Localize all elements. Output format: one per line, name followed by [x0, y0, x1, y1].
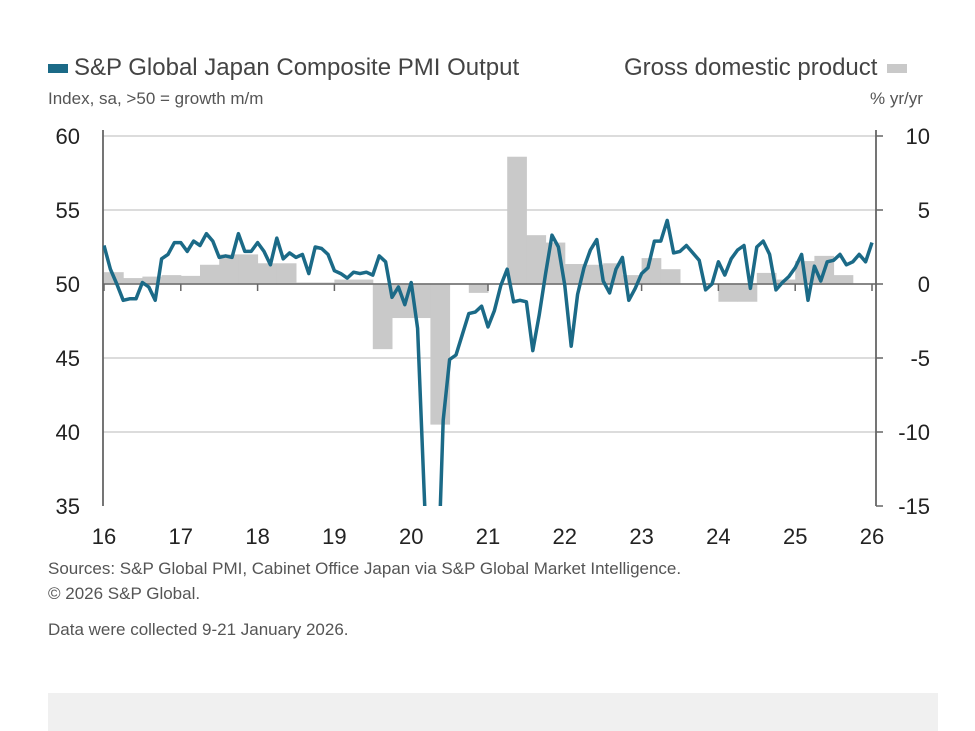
gdp-bar [622, 275, 643, 284]
right-tick-label: -10 [898, 420, 930, 445]
x-tick-label: 19 [322, 524, 346, 549]
gdp-bar [737, 284, 758, 302]
gdp-bar [718, 284, 739, 302]
right-tick-label: 0 [918, 272, 930, 297]
gdp-bar [238, 254, 259, 284]
gdp-bar [833, 275, 854, 284]
gdp-bar [641, 258, 662, 284]
right-tick-label: -5 [910, 346, 930, 371]
gdp-bar [276, 263, 297, 284]
copyright-text: © 2026 S&P Global. [48, 584, 201, 603]
x-tick-label: 22 [553, 524, 577, 549]
x-tick-label: 21 [476, 524, 500, 549]
x-tick-label: 18 [245, 524, 269, 549]
left-tick-label: 40 [56, 420, 80, 445]
gdp-bar [468, 284, 489, 293]
gdp-bar [507, 156, 527, 284]
right-tick-label: 5 [918, 198, 930, 223]
legend-gdp-swatch [887, 64, 908, 74]
sources-text: Sources: S&P Global PMI, Cabinet Office … [48, 559, 682, 578]
gdp-bar [353, 279, 374, 284]
left-tick-label: 60 [56, 124, 80, 149]
x-tick-label: 17 [169, 524, 193, 549]
gdp-bar [526, 235, 547, 284]
left-tick-label: 45 [56, 346, 80, 371]
gdp-bar [257, 263, 278, 284]
x-tick-label: 24 [706, 524, 730, 549]
x-tick-label: 25 [783, 524, 807, 549]
left-axis-label: Index, sa, >50 = growth m/m [48, 89, 264, 108]
gdp-bar [200, 264, 220, 284]
collected-text: Data were collected 9-21 January 2026. [48, 620, 349, 639]
gdp-bar [372, 284, 393, 350]
x-tick-label: 20 [399, 524, 423, 549]
gdp-bar [776, 279, 796, 284]
right-tick-label: -15 [898, 494, 930, 519]
left-tick-label: 35 [56, 494, 80, 519]
gdp-bar [584, 264, 604, 284]
x-tick-label: 23 [629, 524, 653, 549]
pmi-line [103, 218, 874, 506]
gdp-bar [123, 278, 143, 284]
legend-gdp-label: Gross domestic product [624, 54, 878, 81]
legend-pmi-swatch [48, 64, 68, 74]
x-tick-label: 26 [860, 524, 884, 549]
gdp-bar [334, 279, 355, 284]
gdp-bar [219, 254, 239, 284]
legend-gdp: Gross domestic product [624, 54, 908, 82]
gdp-bar [660, 269, 681, 284]
right-axis-label: % yr/yr [870, 89, 923, 108]
gdp-bar [180, 275, 201, 284]
gdp-bar [142, 276, 163, 284]
gdp-bar [430, 284, 451, 425]
left-tick-label: 50 [56, 272, 80, 297]
legend-pmi: S&P Global Japan Composite PMI Output [48, 54, 519, 82]
gdp-bar [756, 272, 777, 284]
gdp-bar [161, 275, 182, 284]
right-tick-label: 10 [906, 124, 930, 149]
left-tick-label: 55 [56, 198, 80, 223]
x-tick-label: 16 [92, 524, 116, 549]
footer-panel [48, 693, 938, 731]
legend-pmi-label: S&P Global Japan Composite PMI Output [74, 54, 520, 81]
